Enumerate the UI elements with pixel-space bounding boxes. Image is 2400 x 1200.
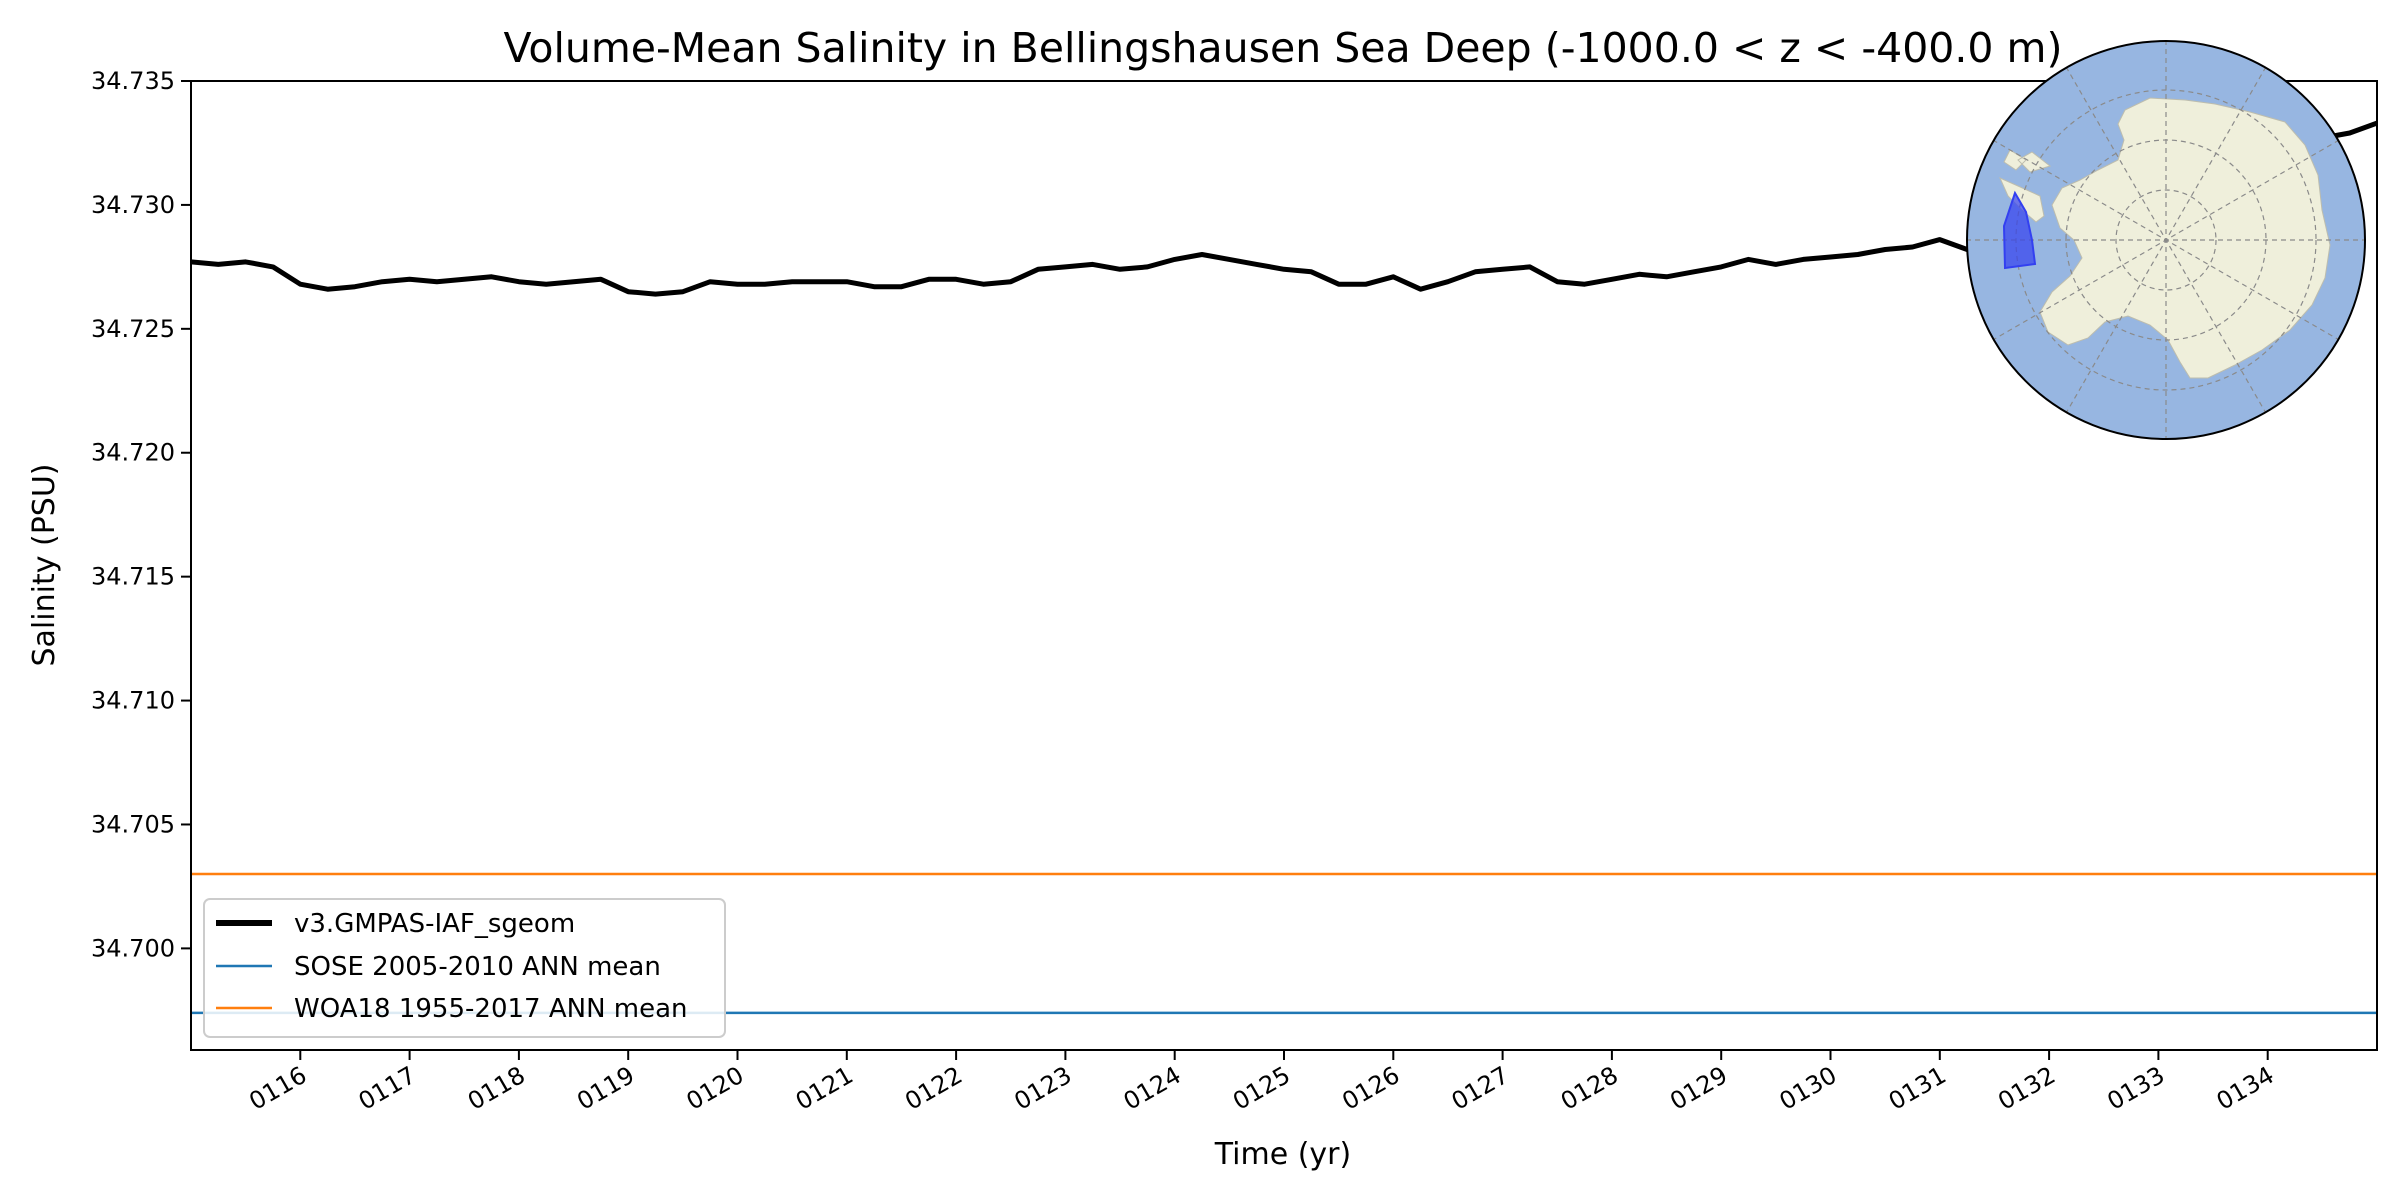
x-tick-label: 0130 [1775, 1061, 1842, 1116]
x-tick-label: 0134 [2212, 1061, 2279, 1116]
legend-label-model: v3.GMPAS-IAF_sgeom [294, 909, 575, 939]
antarctica-land [2039, 97, 2331, 379]
y-tick-label: 34.735 [91, 67, 175, 95]
legend: v3.GMPAS-IAF_sgeom SOSE 2005-2010 ANN me… [203, 898, 726, 1038]
y-tick-label: 34.700 [91, 934, 175, 962]
plot-frame [190, 80, 2378, 1051]
y-axis-title: Salinity (PSU) [27, 464, 62, 667]
x-axis-title: Time (yr) [1214, 1137, 1351, 1172]
inset-map [1966, 40, 2366, 440]
x-tick-label: 0121 [791, 1061, 858, 1116]
x-tick-label: 0123 [1010, 1061, 1077, 1116]
x-tick-label: 0128 [1556, 1061, 1623, 1116]
x-tick-label: 0131 [1884, 1061, 1951, 1116]
legend-label-woa: WOA18 1955-2017 ANN mean [294, 994, 688, 1024]
x-tick-label: 0127 [1447, 1061, 1514, 1116]
bellingshausen-region [2002, 190, 2037, 270]
x-tick-label: 0125 [1228, 1061, 1295, 1116]
map-border [1966, 40, 2366, 440]
x-tick-label: 0116 [244, 1061, 311, 1116]
x-tick-label: 0122 [900, 1061, 967, 1116]
map-grid-circle [2115, 189, 2217, 291]
x-tick-label: 0126 [1337, 1061, 1404, 1116]
y-tick-label: 34.705 [91, 810, 175, 838]
x-tick-label: 0129 [1665, 1061, 1732, 1116]
legend-label-sose: SOSE 2005-2010 ANN mean [294, 952, 661, 982]
x-tick-label: 0117 [354, 1061, 421, 1116]
y-tick-label: 34.715 [91, 563, 175, 591]
x-tick-label: 0120 [682, 1061, 749, 1116]
y-tick-label: 34.730 [91, 191, 175, 219]
y-tick-label: 34.720 [91, 439, 175, 467]
map-grid-meridian [1992, 139, 2340, 341]
x-tick-label: 0118 [463, 1061, 530, 1116]
legend-box [203, 898, 726, 1038]
ice-shelf-islands [2003, 149, 2052, 173]
x-tick-label: 0132 [1993, 1061, 2060, 1116]
x-tick-label: 0133 [2103, 1061, 2170, 1116]
x-tick-label: 0124 [1119, 1061, 1186, 1116]
y-tick-label: 34.710 [91, 687, 175, 715]
x-tick-label: 0119 [572, 1061, 639, 1116]
chart-title: Volume-Mean Salinity in Bellingshausen S… [504, 24, 2063, 72]
y-tick-label: 34.725 [91, 315, 175, 343]
